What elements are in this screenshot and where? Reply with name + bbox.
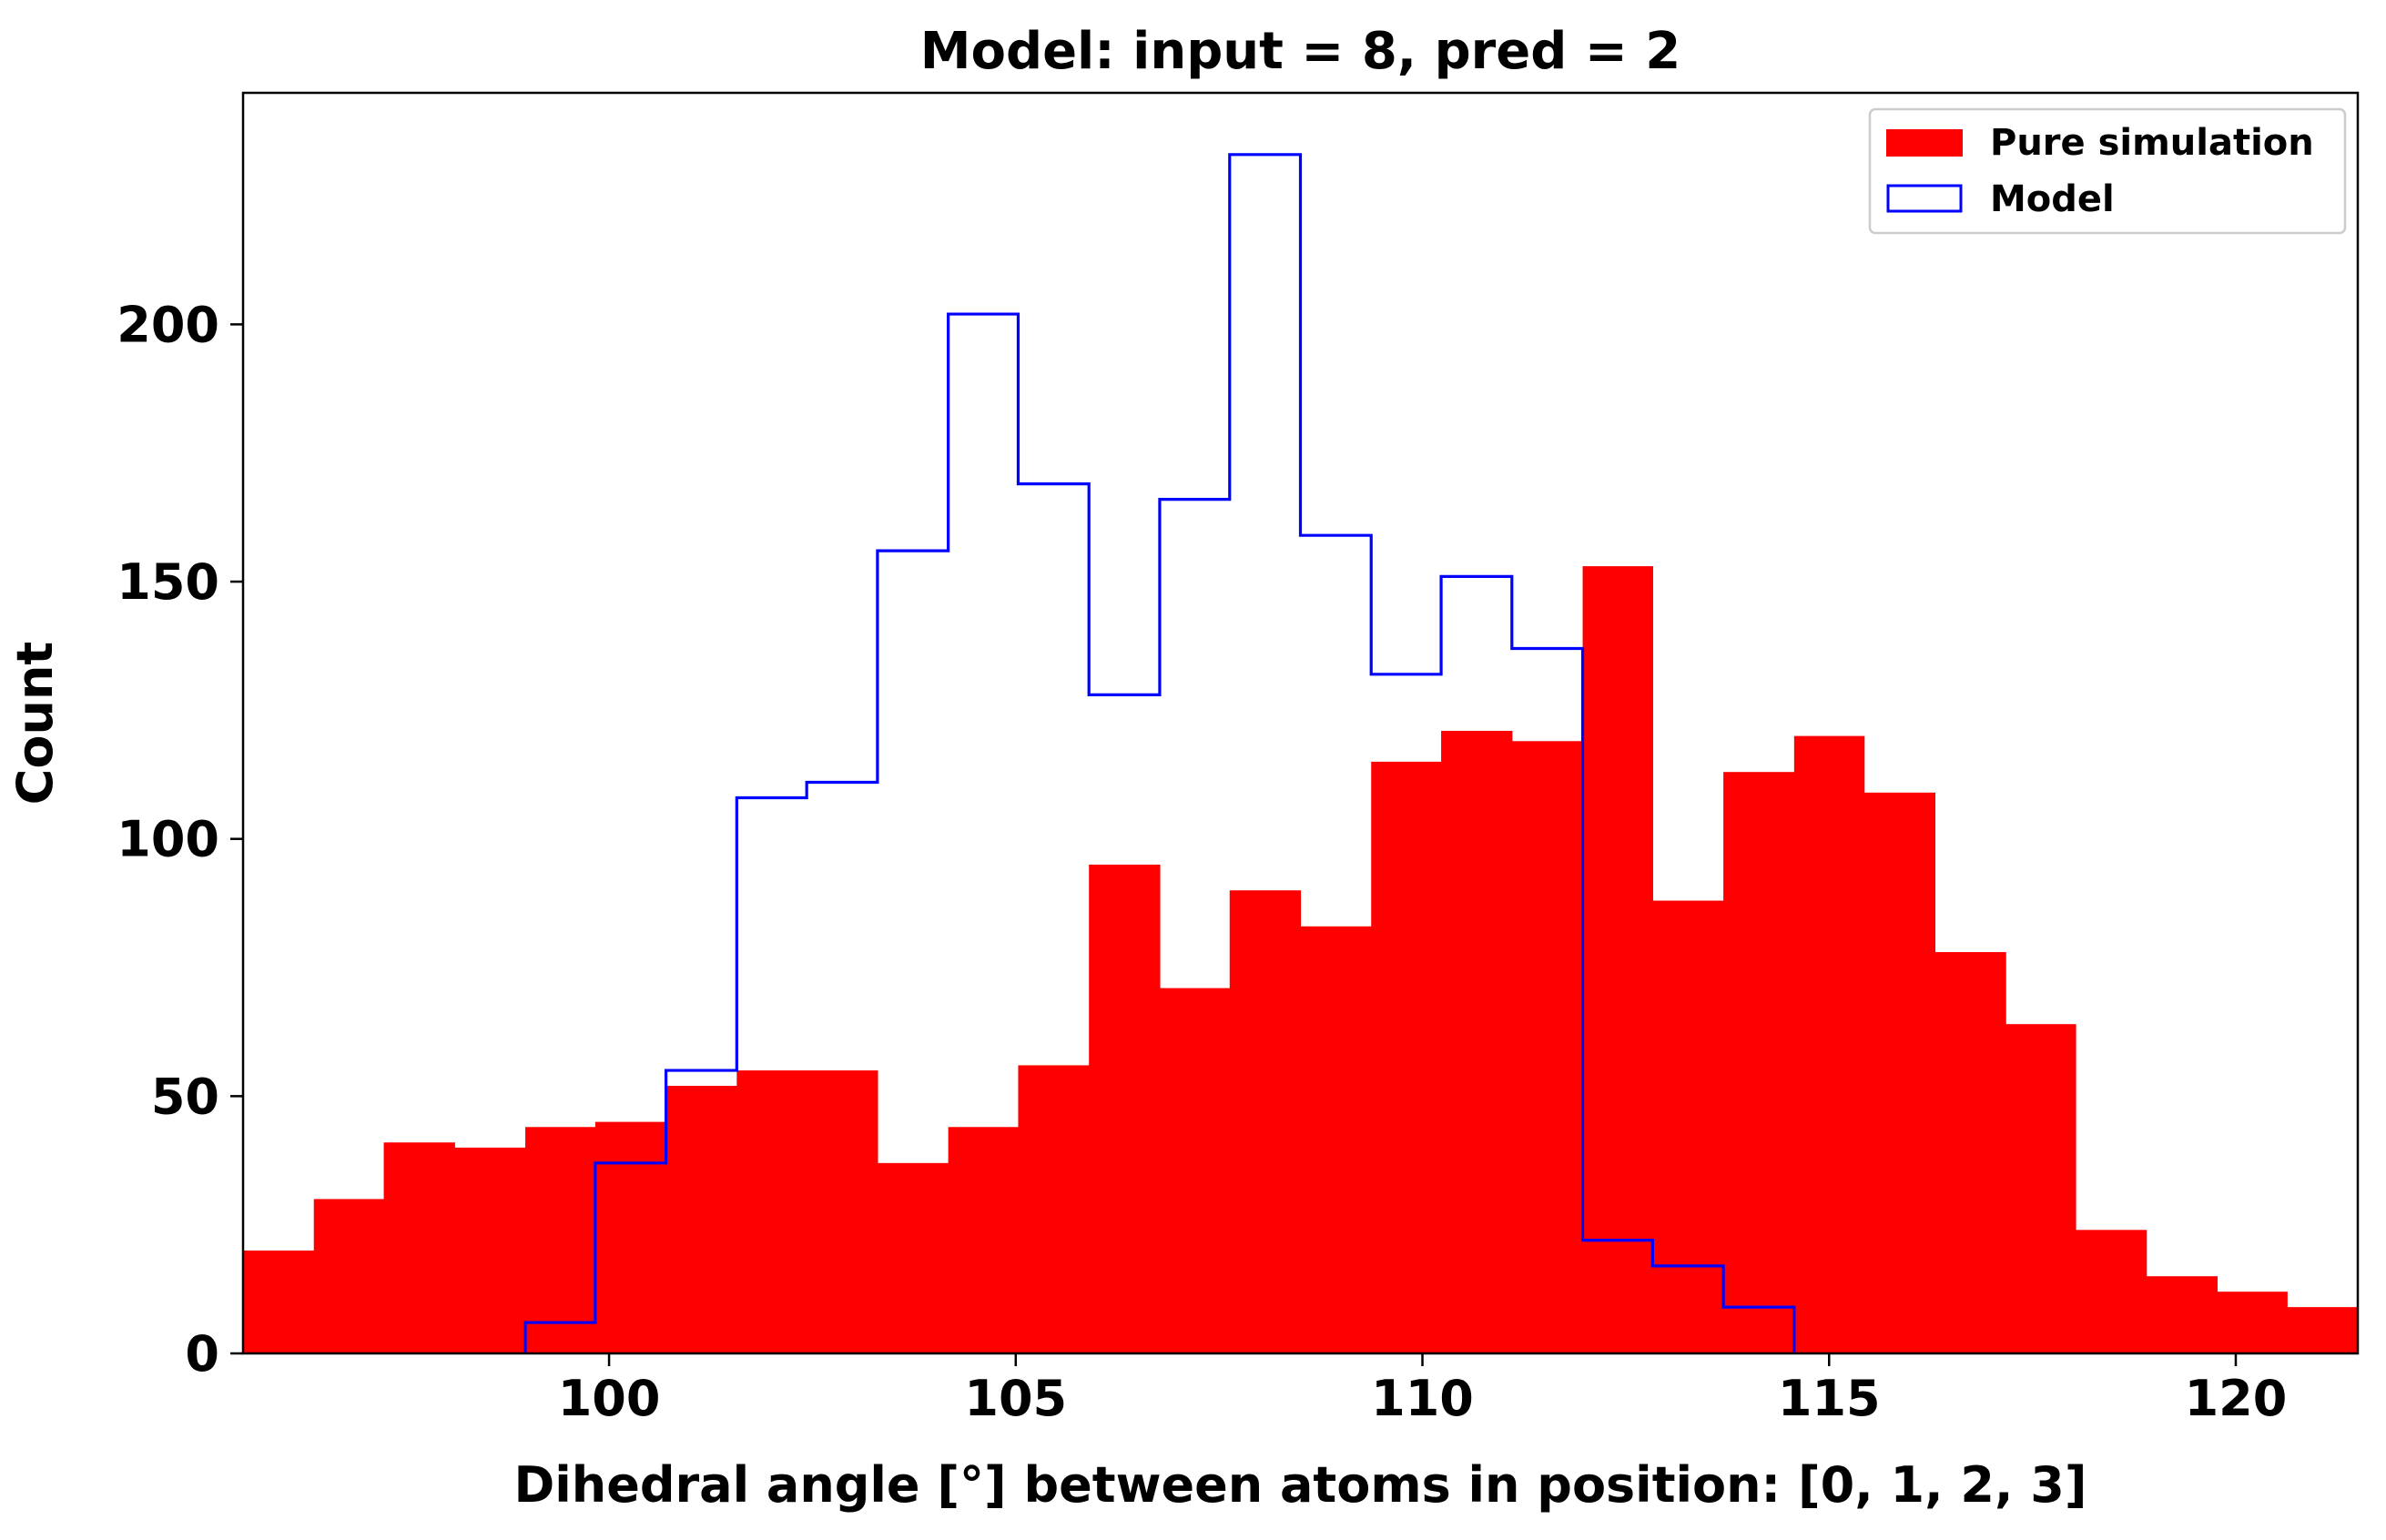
x-tick-label-1: 105 xyxy=(964,1370,1067,1427)
sim-bar-15 xyxy=(1300,926,1372,1353)
sim-bar-24 xyxy=(1934,952,2006,1353)
sim-bar-1 xyxy=(313,1199,385,1353)
chart-title: Model: input = 8, pred = 2 xyxy=(920,22,1680,81)
x-tick-label-2: 110 xyxy=(1371,1370,1474,1427)
sim-bar-12 xyxy=(1089,864,1161,1353)
sim-bar-5 xyxy=(594,1121,667,1353)
sim-bar-16 xyxy=(1371,761,1442,1353)
sim-bar-14 xyxy=(1229,890,1302,1353)
sim-bar-22 xyxy=(1793,735,1865,1353)
sim-bar-21 xyxy=(1723,772,1795,1353)
sim-bar-7 xyxy=(736,1070,807,1353)
sim-bar-9 xyxy=(877,1162,949,1353)
sim-bar-28 xyxy=(2217,1292,2288,1353)
sim-bar-3 xyxy=(454,1147,526,1353)
sim-bar-27 xyxy=(2146,1276,2218,1353)
sim-bar-23 xyxy=(1863,792,1935,1353)
y-tick-label-2: 100 xyxy=(117,811,219,868)
model-step-line xyxy=(523,153,1796,1353)
x-tick-label-4: 120 xyxy=(2185,1370,2288,1427)
sim-bar-13 xyxy=(1159,988,1231,1353)
sim-bar-19 xyxy=(1582,566,1653,1353)
sim-bar-17 xyxy=(1441,730,1513,1353)
legend-swatch-model xyxy=(1886,184,1963,213)
plot-frame xyxy=(241,91,2360,1355)
x-tick-label-3: 115 xyxy=(1778,1370,1881,1427)
legend-label-pure-simulation: Pure simulation xyxy=(1990,122,2314,164)
legend-box xyxy=(1868,107,2347,235)
bars-layer xyxy=(243,566,2359,1353)
legend-label-model: Model xyxy=(1990,178,2115,220)
sim-bar-0 xyxy=(243,1250,315,1353)
sim-bar-20 xyxy=(1652,900,1724,1353)
legend-swatch-pure-simulation xyxy=(1886,129,1963,157)
axes-layer: 100 105 110 115 120 0 50 100 150 200 xyxy=(117,296,2287,1427)
sim-bar-25 xyxy=(2005,1024,2076,1353)
sim-bar-26 xyxy=(2075,1230,2147,1353)
sim-bar-18 xyxy=(1511,741,1584,1353)
sim-bar-29 xyxy=(2287,1307,2359,1353)
sim-bar-6 xyxy=(665,1086,737,1353)
x-axis-label: Dihedral angle [°] between atoms in posi… xyxy=(513,1456,2086,1514)
y-tick-label-3: 150 xyxy=(117,553,219,611)
sim-bar-8 xyxy=(807,1070,878,1353)
y-tick-label-4: 200 xyxy=(117,296,219,353)
sim-bar-4 xyxy=(525,1127,596,1353)
legend: Pure simulation Model xyxy=(1868,107,2347,235)
x-tick-label-0: 100 xyxy=(558,1370,661,1427)
y-axis-label: Count xyxy=(6,642,64,805)
sim-bar-2 xyxy=(383,1142,455,1353)
sim-bar-10 xyxy=(948,1127,1020,1353)
sim-bar-11 xyxy=(1018,1065,1090,1353)
model-step-layer xyxy=(523,153,1796,1353)
y-tick-label-1: 50 xyxy=(151,1068,219,1125)
y-tick-label-0: 0 xyxy=(185,1325,219,1383)
